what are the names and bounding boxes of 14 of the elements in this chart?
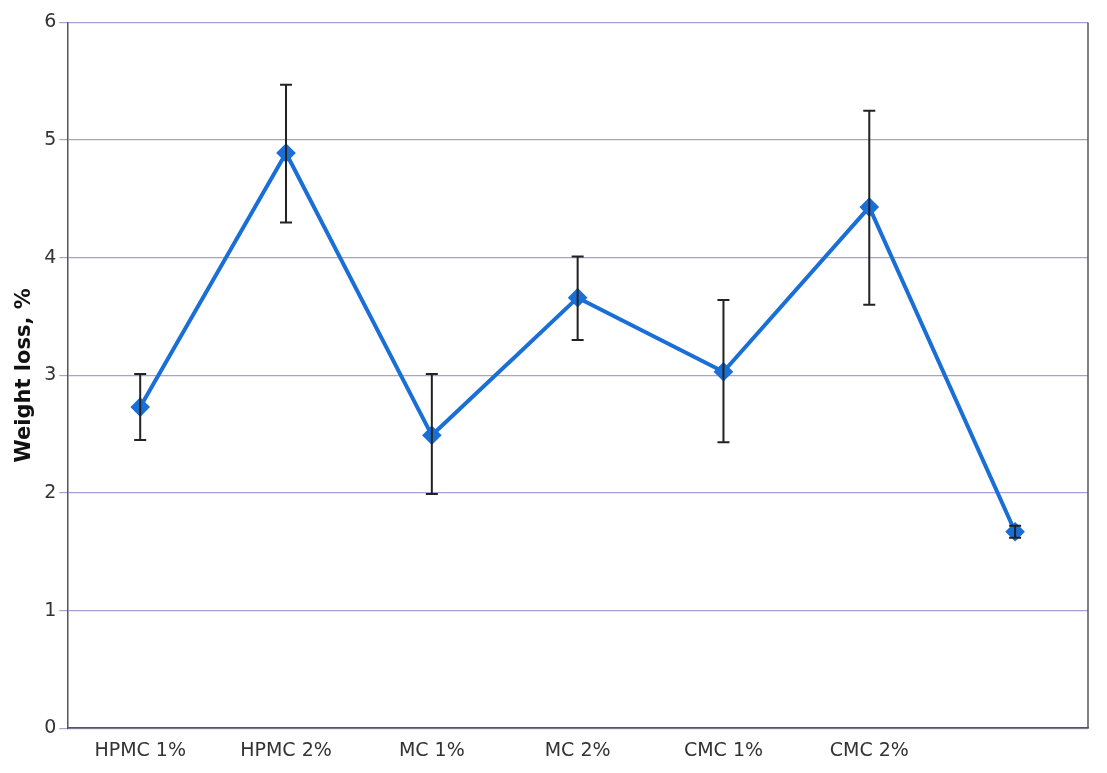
x-tick-label: CMC 1% [683, 737, 764, 760]
x-tick-label: MC 2% [544, 737, 611, 760]
y-tick-label: 6 [44, 9, 57, 32]
x-tick-label: CMC 2% [829, 737, 909, 760]
x-tick-label: MC 1% [398, 737, 465, 760]
y-tick-label: 0 [44, 715, 57, 738]
x-tick-label: HPMC 1% [94, 737, 186, 760]
y-tick-label: 1 [44, 597, 57, 620]
y-axis-title: Weight loss, % [11, 288, 36, 463]
y-tick-label: 4 [44, 244, 57, 267]
y-tick-label: 2 [44, 479, 57, 502]
x-tick-label: HPMC 2% [240, 737, 332, 760]
y-tick-label: 3 [44, 362, 57, 385]
y-tick-label: 5 [44, 126, 57, 149]
